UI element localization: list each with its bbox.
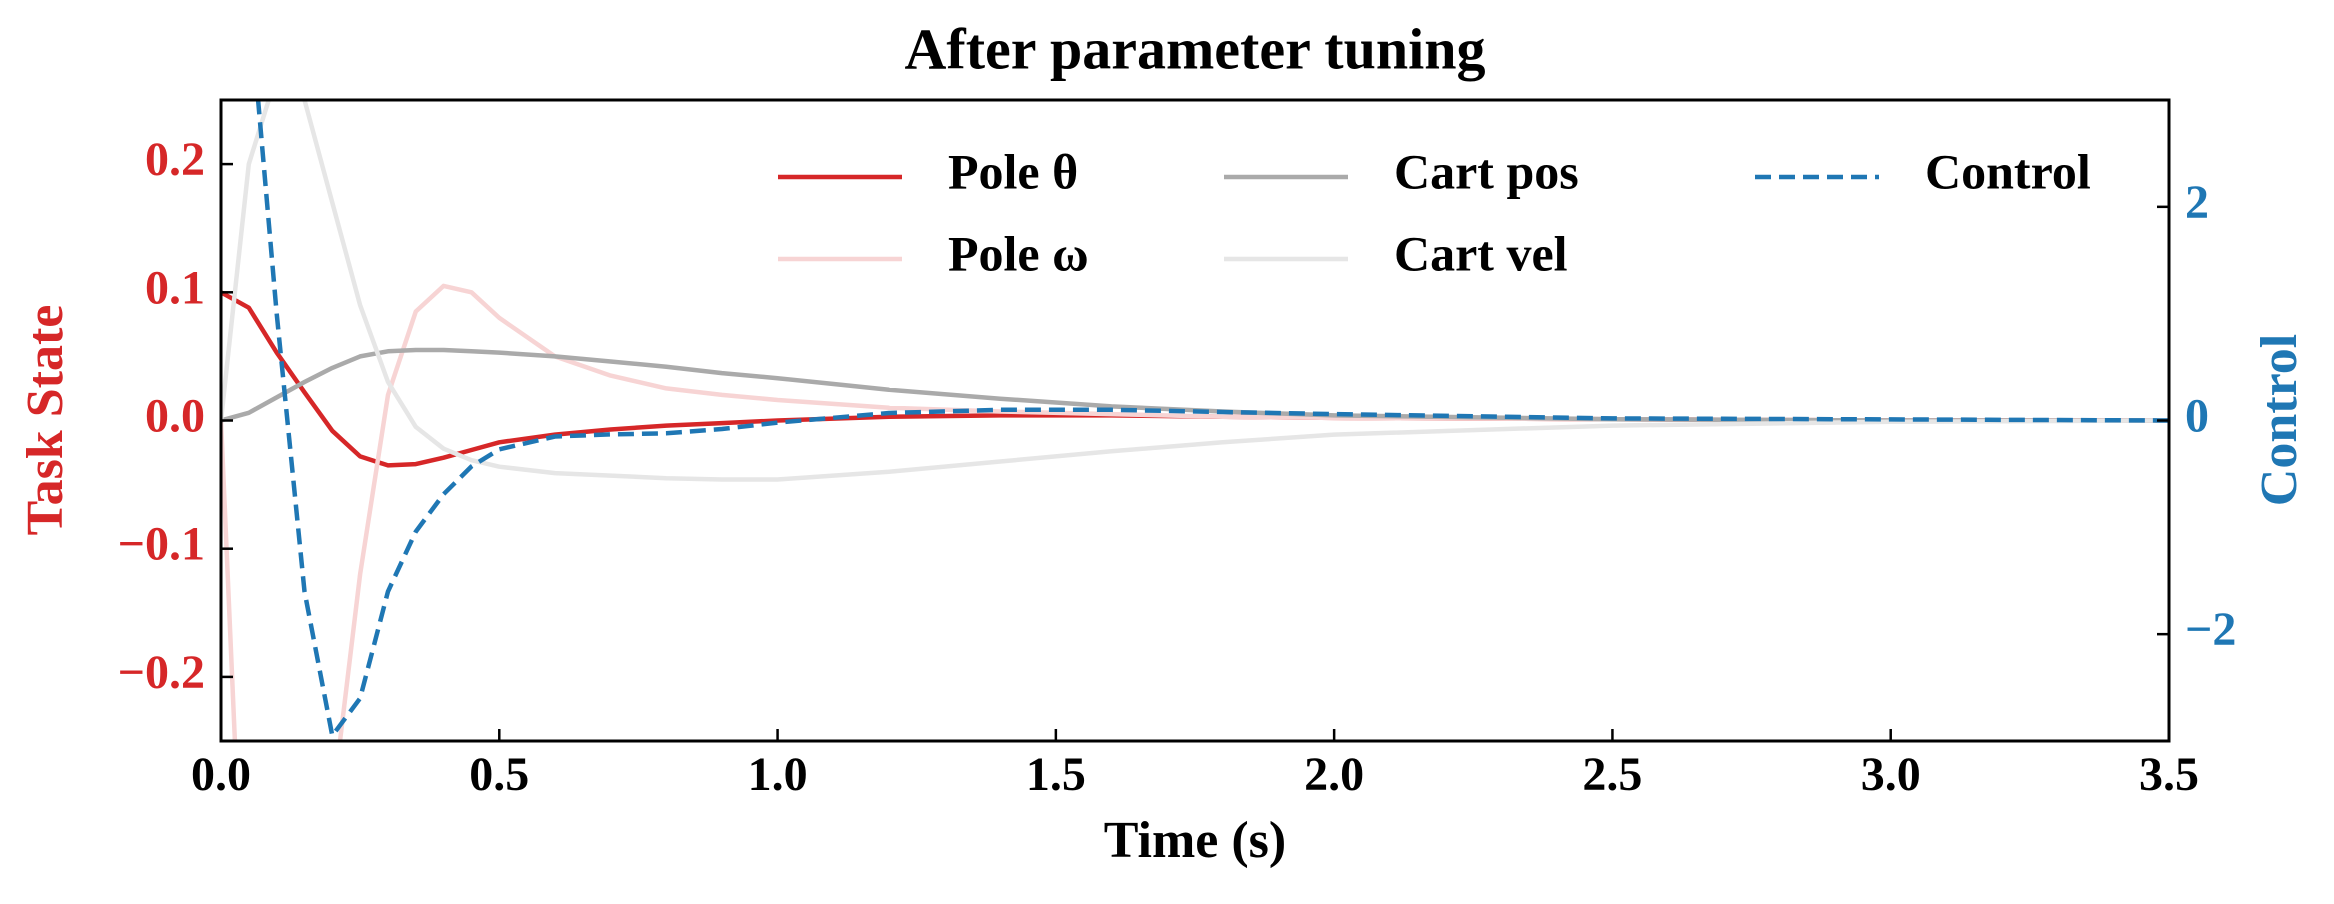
y2-tick-label: 0 — [2185, 390, 2209, 443]
series-line — [221, 283, 2169, 741]
x-axis-label: Time (s) — [1104, 812, 1286, 869]
chart-title: After parameter tuning — [905, 16, 1486, 81]
y2-axis-label: Control — [2251, 334, 2308, 506]
y2-tick-label: 2 — [2185, 176, 2209, 229]
legend-label: Pole θ — [948, 143, 1078, 199]
x-tick-label: 0.5 — [469, 748, 529, 801]
legend-label: Control — [1925, 143, 2091, 199]
legend-label: Cart pos — [1394, 143, 1579, 199]
x-tick-label: 3.0 — [1861, 748, 1921, 801]
series-line — [221, 290, 2169, 468]
series-line — [221, 100, 2169, 482]
x-tick-label: 2.0 — [1304, 748, 1364, 801]
y-tick-label: −0.1 — [118, 518, 205, 571]
x-tick-label: 1.5 — [1026, 748, 1086, 801]
y-tick-label: −0.2 — [118, 646, 205, 699]
y-tick-label: 0.0 — [145, 390, 205, 443]
x-tick-label: 1.0 — [748, 748, 808, 801]
x-tick-label: 2.5 — [1582, 748, 1642, 801]
x-tick-label: 0.0 — [191, 748, 251, 801]
x-tick-label: 3.5 — [2139, 748, 2199, 801]
y-tick-label: 0.2 — [145, 133, 205, 186]
y-tick-label: 0.1 — [145, 261, 205, 314]
series-line — [255, 100, 2169, 738]
y-axis-label: Task State — [17, 305, 74, 536]
legend-label: Cart vel — [1394, 225, 1568, 281]
legend-label: Pole ω — [948, 225, 1089, 281]
y2-tick-label: −2 — [2185, 603, 2236, 656]
plot-area — [221, 100, 2169, 741]
